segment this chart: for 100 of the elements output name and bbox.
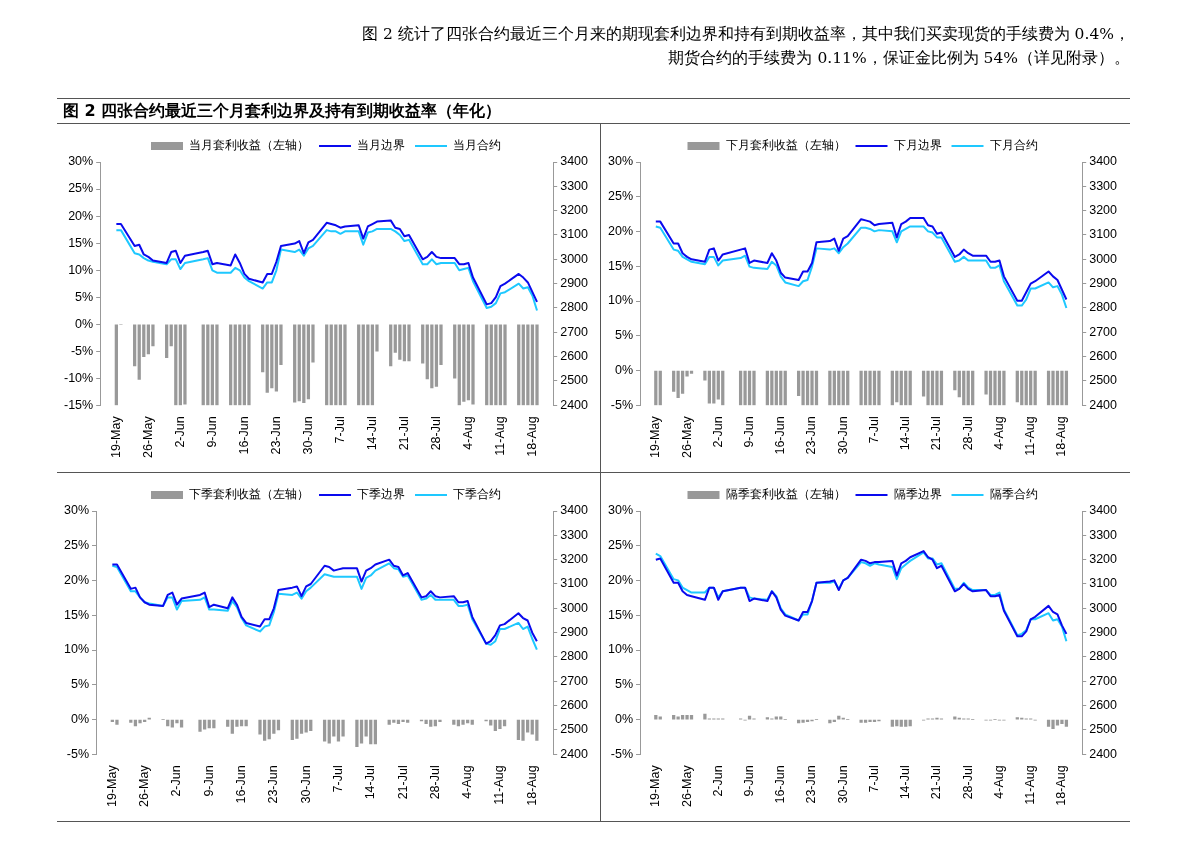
legend-label: 下季套利收益（左轴）	[189, 487, 309, 502]
y2-tick-label: 3000	[1089, 600, 1118, 615]
x-tick-label: 2-Jun	[172, 416, 187, 448]
y2-tick-label: 2900	[560, 625, 589, 640]
y-tick-label: -10%	[63, 370, 94, 385]
y-tick-label: 15%	[607, 607, 634, 622]
x-tick-label: 30-Jun	[835, 416, 850, 455]
x-tick-label: 23-Jun	[266, 765, 281, 804]
x-tick-label: 30-Jun	[298, 765, 313, 804]
x-tick-label: 2-Jun	[169, 765, 184, 797]
y2-tick-label: 3000	[560, 251, 589, 266]
x-tick-label: 14-Jul	[898, 765, 913, 800]
y2-tick-label: 3100	[1089, 576, 1118, 591]
x-tick-label: 11-Aug	[492, 765, 507, 805]
y2-tick-label: 2900	[560, 276, 589, 291]
x-tick-label: 26-May	[679, 415, 694, 459]
y2-tick-label: 3200	[1089, 552, 1118, 567]
x-tick-label: 4-Aug	[991, 416, 1006, 450]
y-tick-label: 10%	[607, 642, 634, 657]
y2-tick-label: 2600	[560, 698, 589, 713]
x-tick-label: 9-Jun	[741, 416, 756, 448]
y2-tick-label: 2900	[1089, 625, 1118, 640]
y-tick-label: 15%	[607, 258, 634, 273]
x-tick-label: 21-Jul	[929, 765, 944, 800]
y-tick-label: 25%	[68, 181, 94, 196]
y2-tick-label: 2800	[1089, 300, 1118, 315]
y2-tick-label: 2500	[560, 722, 589, 737]
x-tick-label: 28-Jul	[428, 416, 443, 451]
x-tick-label: 4-Aug	[991, 765, 1006, 799]
y2-tick-label: 2800	[560, 300, 589, 315]
x-tick-label: 21-Jul	[396, 416, 411, 451]
caption: 图 2 统计了四张合约最近三个月来的期现套利边界和持有到期收益率，其中我们买卖现货的手续费为 0.4%，期货合约的手续费为 0.11%，保证金比例为 54%（详见附录）。	[360, 24, 1130, 69]
x-tick-label: 9-Jun	[201, 765, 216, 797]
x-tick-label: 19-May	[648, 764, 663, 808]
x-tick-label: 16-Jun	[234, 765, 248, 804]
y-tick-label: 5%	[70, 677, 90, 692]
legend-label: 当月套利收益（左轴）	[189, 138, 309, 153]
y-tick-label: 30%	[607, 503, 634, 518]
y2-tick-label: 2800	[560, 649, 589, 664]
x-tick-label: 18-Aug	[524, 416, 539, 457]
y-tick-label: 20%	[607, 223, 634, 238]
x-tick-label: 2-Jun	[710, 416, 725, 448]
y-tick-label: 0%	[614, 363, 634, 378]
y2-tick-label: 2700	[1089, 324, 1118, 339]
y2-tick-label: 3000	[560, 600, 589, 615]
y2-tick-label: 2400	[1089, 397, 1118, 412]
x-tick-label: 11-Aug	[1023, 416, 1038, 456]
y-tick-label: 30%	[68, 154, 94, 169]
y-tick-label: 0%	[614, 712, 634, 727]
y2-tick-label: 2600	[560, 349, 589, 364]
y2-tick-label: 3400	[1089, 503, 1118, 518]
x-tick-label: 11-Aug	[1023, 765, 1038, 805]
x-tick-label: 23-Jun	[804, 416, 819, 455]
y-tick-label: 10%	[68, 262, 94, 277]
x-tick-label: 7-Jul	[866, 765, 881, 793]
y-tick-label: -5%	[610, 746, 634, 761]
y2-tick-label: 2500	[1089, 373, 1118, 388]
x-tick-label: 18-Aug	[524, 765, 539, 806]
y-tick-label: 30%	[63, 503, 90, 518]
x-tick-label: 16-Jun	[236, 416, 251, 455]
x-tick-label: 19-May	[108, 415, 123, 459]
y2-tick-label: 3300	[560, 178, 589, 193]
x-tick-label: 26-May	[137, 764, 152, 808]
y-tick-label: 15%	[63, 607, 90, 622]
y2-tick-label: 2400	[1089, 746, 1118, 761]
y2-tick-label: 3200	[560, 203, 589, 218]
y2-tick-label: 3100	[560, 227, 589, 242]
y2-tick-label: 3300	[1089, 178, 1118, 193]
y2-tick-label: 3000	[1089, 251, 1118, 266]
x-tick-label: 4-Aug	[460, 416, 475, 450]
legend-label: 当月边界	[357, 138, 405, 153]
y-tick-label: 10%	[607, 293, 634, 308]
y2-tick-label: 2400	[560, 397, 589, 412]
x-tick-label: 23-Jun	[268, 416, 283, 455]
x-tick-label: 26-May	[679, 764, 694, 808]
x-tick-label: 30-Jun	[300, 416, 315, 455]
x-tick-label: 28-Jul	[960, 416, 975, 451]
y2-tick-label: 3400	[1089, 154, 1118, 169]
x-tick-label: 11-Aug	[492, 416, 507, 456]
x-tick-label: 19-May	[104, 764, 119, 808]
chart-title: 图 2 四张合约最近三个月套利边界及持有到期收益率（年化）	[57, 98, 1130, 124]
x-tick-label: 9-Jun	[204, 416, 219, 448]
legend-label: 隔季套利收益（左轴）	[725, 487, 846, 502]
x-tick-label: 30-Jun	[835, 765, 850, 804]
x-tick-label: 23-Jun	[804, 765, 819, 804]
y-tick-label: 0%	[75, 316, 94, 331]
y-tick-label: 0%	[70, 712, 90, 727]
y-tick-label: 5%	[614, 677, 634, 692]
legend-label: 下季边界	[357, 487, 405, 502]
y-tick-label: 20%	[68, 208, 94, 223]
x-tick-label: 4-Aug	[460, 765, 475, 799]
y-tick-label: 5%	[614, 328, 634, 343]
x-tick-label: 21-Jul	[395, 765, 410, 800]
x-tick-label: 7-Jul	[330, 765, 345, 793]
x-tick-label: 28-Jul	[960, 765, 975, 800]
y2-tick-label: 2600	[1089, 698, 1118, 713]
y2-tick-label: 2500	[560, 373, 589, 388]
y-tick-label: -5%	[610, 397, 634, 412]
y-tick-label: 10%	[63, 642, 90, 657]
legend-label: 当月合约	[453, 138, 501, 153]
